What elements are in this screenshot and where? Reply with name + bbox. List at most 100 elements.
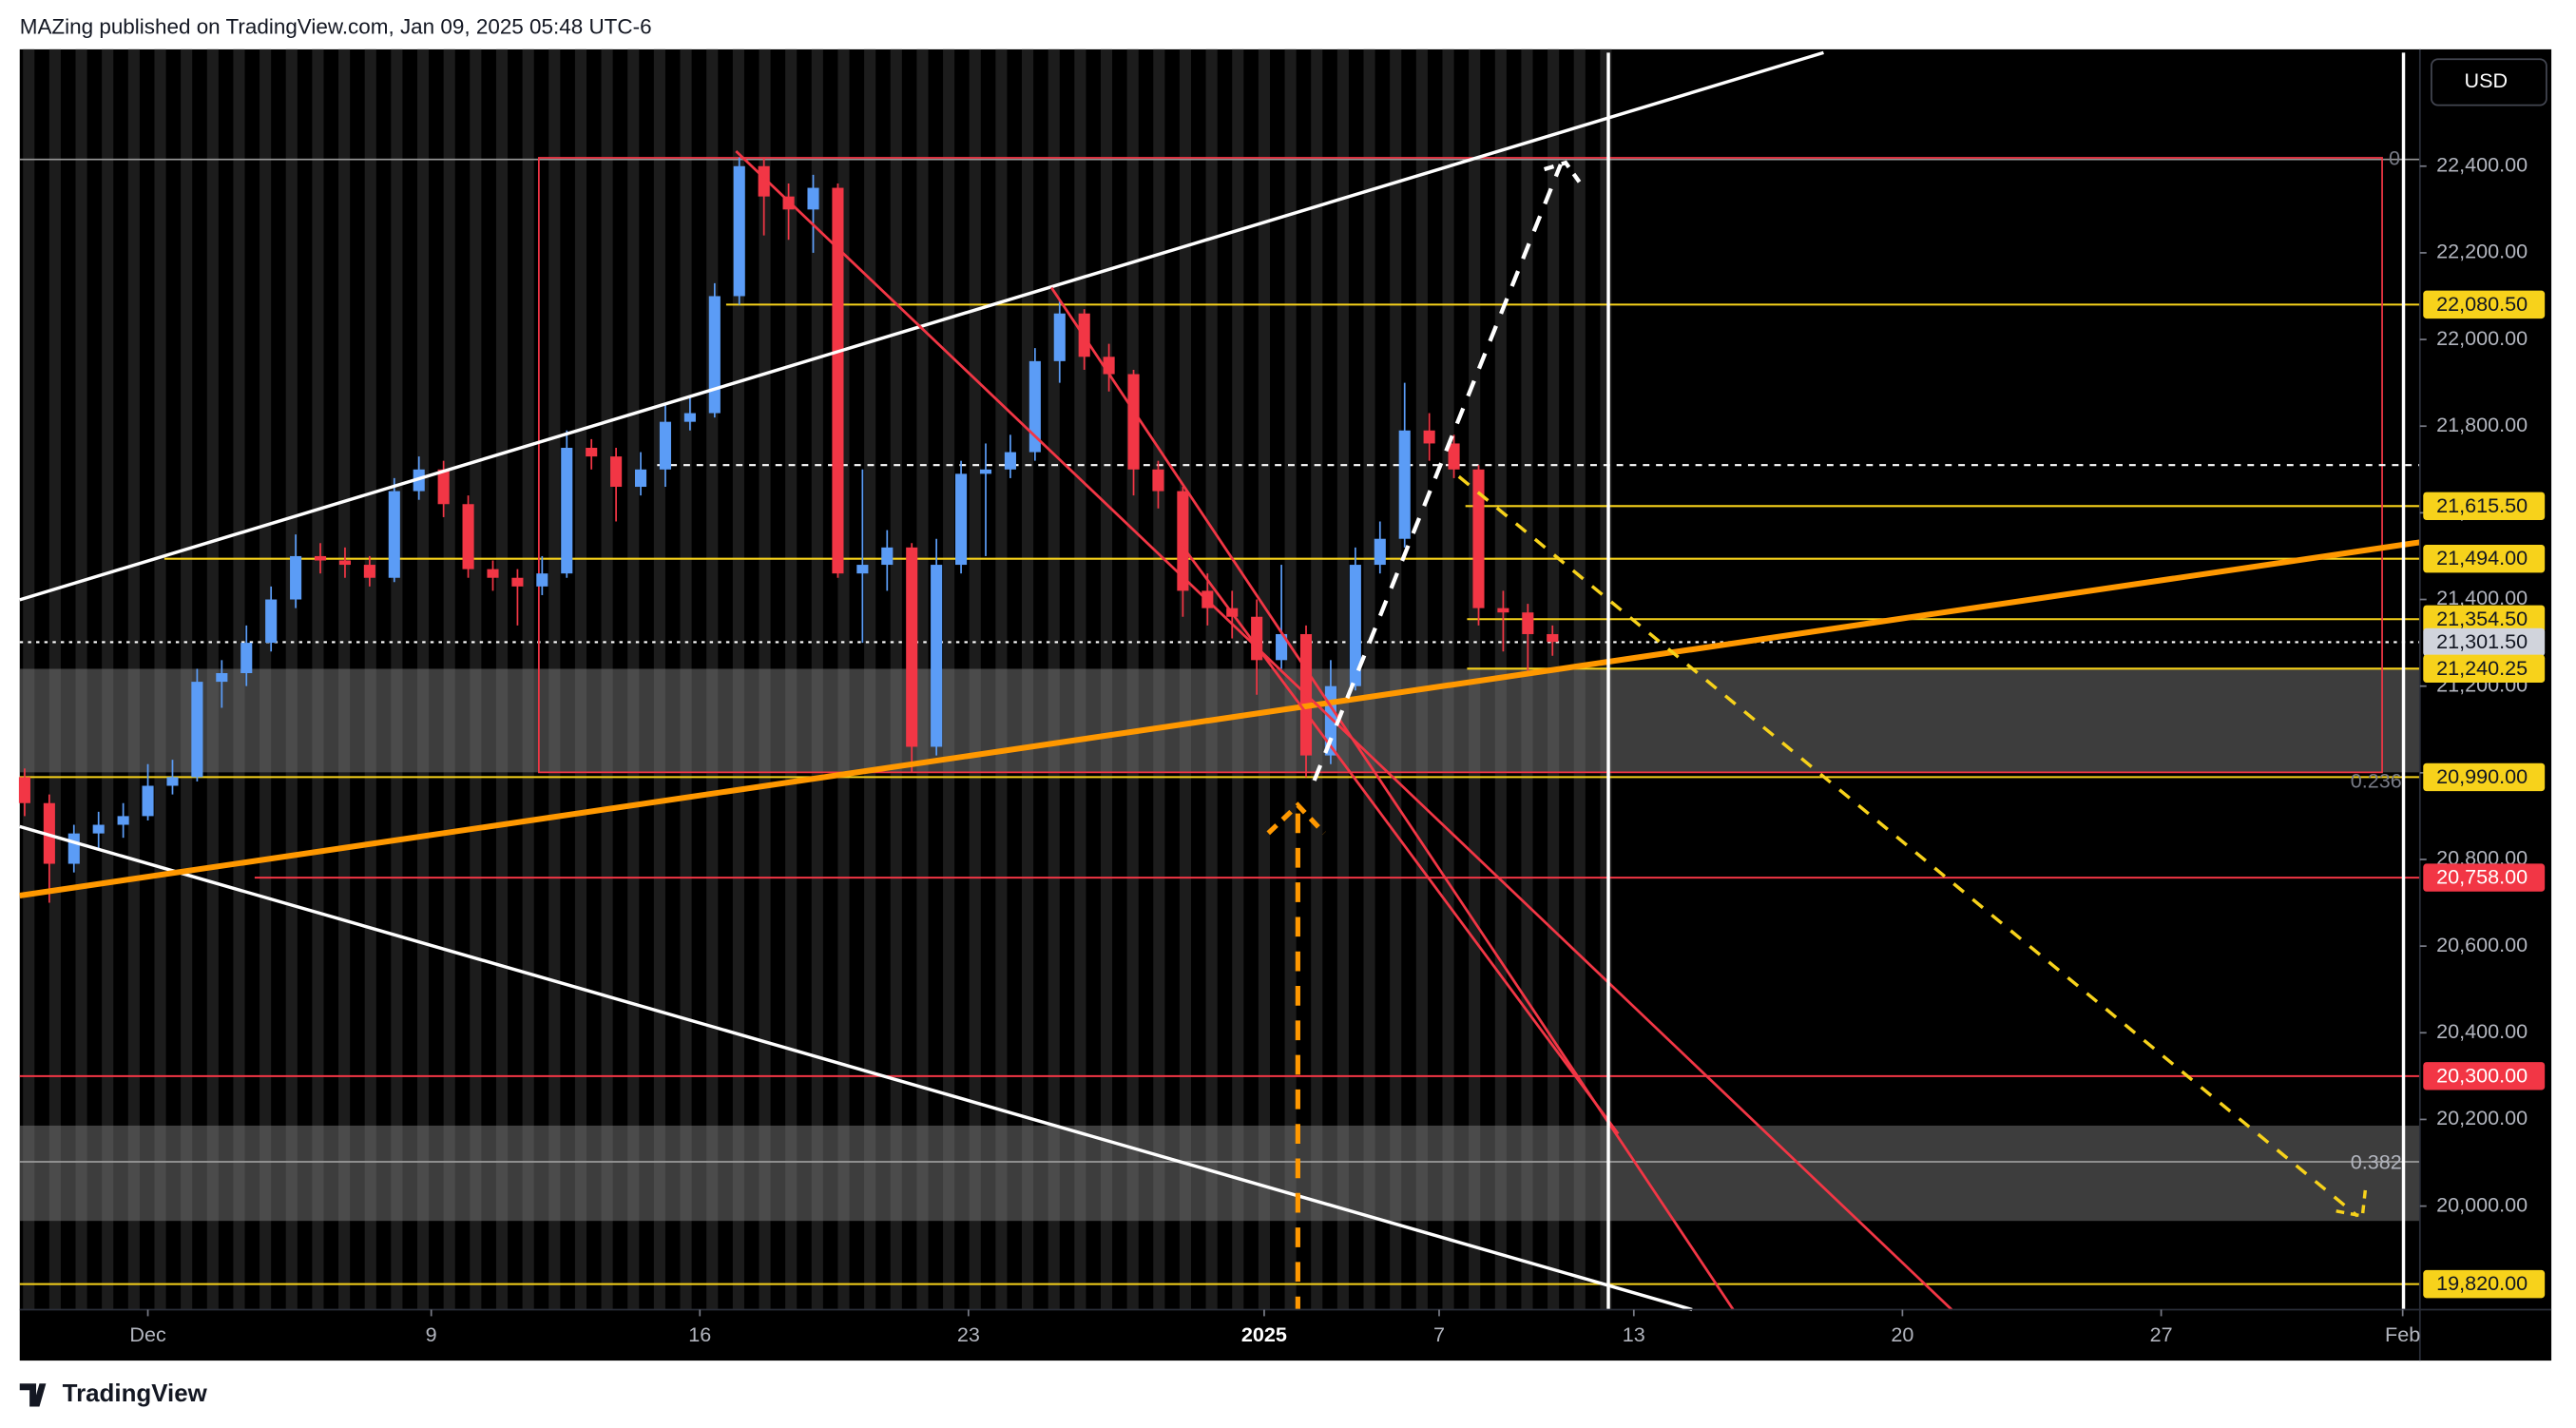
price-label: 20,758.00 <box>2436 865 2528 889</box>
price-label-box <box>2423 654 2546 684</box>
price-label: 22,080.50 <box>2436 292 2528 316</box>
candle-body <box>511 577 524 587</box>
price-label: 21,494.00 <box>2436 546 2528 569</box>
candle-body <box>955 473 968 566</box>
candle-body <box>1472 469 1485 608</box>
price-label-box <box>2423 1062 2546 1090</box>
candle-body <box>832 187 844 574</box>
candle-body <box>216 673 228 683</box>
x-tick-label: Feb <box>2385 1322 2420 1346</box>
candle-body <box>1276 633 1288 661</box>
candle-body <box>388 491 400 578</box>
candle-body <box>18 777 30 803</box>
trendline <box>19 539 2421 898</box>
candle-body <box>142 785 154 817</box>
candle-body <box>1522 612 1534 634</box>
y-tick-label: 22,400.00 <box>2436 152 2528 176</box>
price-label-box <box>2423 627 2546 657</box>
x-tick-label: 20 <box>1891 1322 1913 1346</box>
fib-label: 0 <box>2389 145 2400 169</box>
candle-body <box>363 565 375 578</box>
fib-label: 0.236 <box>2351 768 2402 792</box>
y-tick-label: 20,600.00 <box>2436 933 2528 956</box>
y-tick-label: 22,000.00 <box>2436 326 2528 350</box>
candle-body <box>1374 538 1386 566</box>
x-tick-label: 2025 <box>1241 1322 1287 1346</box>
candle-body <box>1127 374 1140 470</box>
candle-body <box>1177 491 1189 591</box>
trendline <box>19 50 1824 602</box>
candle-body <box>437 469 450 505</box>
footer-logo: TradingView <box>19 1380 208 1407</box>
candle-body <box>1152 469 1164 492</box>
x-tick-label: 7 <box>1433 1322 1445 1346</box>
price-label: 20,990.00 <box>2436 764 2528 788</box>
candle-body <box>683 413 696 422</box>
y-tick-label: 20,200.00 <box>2436 1106 2528 1129</box>
candle-body <box>1448 443 1460 470</box>
candle-body <box>240 643 253 674</box>
candle-body <box>314 555 327 561</box>
candle-body <box>586 448 598 457</box>
candle-body <box>659 421 672 470</box>
price-label-box <box>2423 863 2546 892</box>
price-label-box <box>2423 605 2546 633</box>
candle-body <box>191 682 203 778</box>
price-label: 21,354.50 <box>2436 607 2528 630</box>
y-tick-label: 20,400.00 <box>2436 1019 2528 1043</box>
candle-body <box>67 833 80 864</box>
candle-body <box>807 187 819 210</box>
candle-body <box>708 296 721 414</box>
candle-body <box>487 569 499 578</box>
candle-body <box>462 504 474 569</box>
candle-body <box>931 565 943 747</box>
trendline <box>1178 541 1620 1135</box>
trendline <box>19 824 1693 1312</box>
publish-header: MAZing published on TradingView.com, Jan… <box>20 14 652 38</box>
trendline <box>1049 286 1735 1311</box>
x-tick-label: Dec <box>129 1322 166 1346</box>
candle-body <box>1028 360 1041 453</box>
candle-body <box>536 573 548 587</box>
y-tick-label: 22,200.00 <box>2436 240 2528 263</box>
candle-body <box>979 469 992 474</box>
candle-body <box>1053 313 1066 361</box>
candle-body <box>1004 452 1016 470</box>
x-tick-label: 23 <box>957 1322 980 1346</box>
candle-body <box>1423 430 1435 444</box>
candle-body <box>1497 608 1509 613</box>
x-tick-label: 27 <box>2150 1322 2173 1346</box>
x-tick-label: 13 <box>1623 1322 1645 1346</box>
candle-body <box>338 560 351 566</box>
candle-body <box>634 469 647 488</box>
axes: 20,000.0020,200.0020,400.0020,600.0020,8… <box>129 152 2546 1346</box>
candle-body <box>561 448 573 574</box>
price-label: 21,301.50 <box>2436 629 2528 653</box>
price-label-box <box>2423 1269 2546 1299</box>
arrow-head <box>2336 1186 2368 1219</box>
candle-body <box>117 816 129 825</box>
candle-body <box>610 456 623 488</box>
trendline <box>735 150 1953 1311</box>
footer-brand: TradingView <box>63 1380 208 1407</box>
candle-body <box>265 599 278 644</box>
candle-body <box>290 555 302 600</box>
candles <box>18 157 1559 903</box>
candle-body <box>881 547 894 566</box>
candle-body <box>856 565 869 574</box>
currency[interactable]: USD <box>2464 68 2508 92</box>
drawings <box>19 50 2421 1312</box>
y-tick-label: 20,000.00 <box>2436 1192 2528 1216</box>
candle-body <box>92 824 105 834</box>
arrow-head <box>1266 801 1326 836</box>
candle-body <box>166 777 179 786</box>
projection-arrow <box>1457 474 2359 1218</box>
candle-body <box>1349 565 1361 686</box>
price-label-box <box>2423 544 2546 573</box>
price-label: 20,300.00 <box>2436 1063 2528 1087</box>
currency-button[interactable] <box>2431 58 2547 106</box>
price-label: 19,820.00 <box>2436 1271 2528 1295</box>
x-tick-label: 16 <box>688 1322 711 1346</box>
fib-label: 0.382 <box>2351 1149 2402 1173</box>
